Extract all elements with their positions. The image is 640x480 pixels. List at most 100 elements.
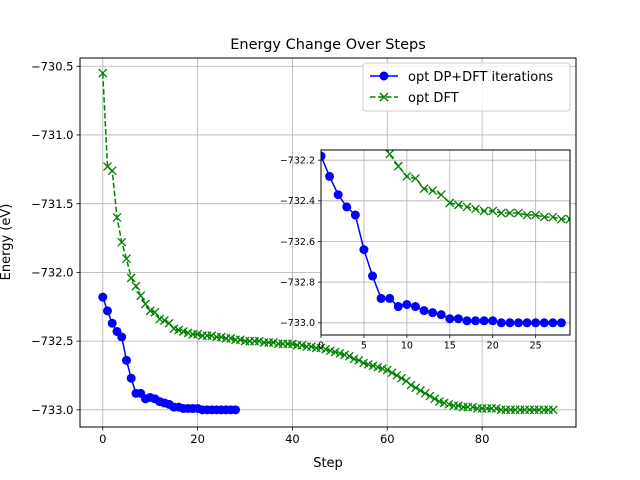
x-tick-label: 60 [380, 432, 395, 446]
data-point [436, 310, 446, 320]
data-point [354, 355, 364, 365]
main-plot-area [98, 68, 558, 415]
data-point [505, 318, 515, 328]
data-point [419, 184, 429, 194]
legend-label-dp-dft: opt DP+DFT iterations [408, 70, 553, 85]
data-point [479, 206, 489, 216]
data-point [479, 316, 489, 326]
data-point [333, 190, 343, 200]
series-clip [98, 68, 558, 415]
x-tick-label: 80 [475, 432, 490, 446]
data-point [445, 314, 455, 324]
data-point [359, 245, 369, 255]
inset-series-group [321, 150, 570, 328]
data-point [126, 373, 136, 383]
data-point [402, 171, 412, 181]
x-tick-label: 40 [285, 432, 300, 446]
data-point [445, 198, 455, 208]
data-point [140, 299, 150, 309]
y-tick-label: −730.5 [31, 59, 74, 73]
y-tick-label: −731.0 [31, 128, 74, 142]
x-axis-label: Step [313, 456, 343, 471]
data-point [531, 210, 541, 220]
data-point [496, 318, 506, 328]
data-point [107, 166, 117, 176]
y-tick-label: −731.5 [31, 197, 74, 211]
chart-title: Energy Change Over Steps [230, 37, 426, 53]
data-point [387, 368, 397, 378]
x-tick-label: 20 [190, 432, 205, 446]
data-point [471, 316, 481, 326]
data-point [462, 202, 472, 212]
legend: opt DP+DFT iterations opt DFT [362, 62, 571, 112]
inset-y-ticks: −733.0 −732.8 −732.6 −732.4 −732.2 [280, 156, 321, 329]
data-point [471, 204, 481, 214]
data-point [344, 351, 354, 361]
data-point [410, 174, 420, 183]
data-point [402, 300, 412, 310]
main-y-ticks: −733.0 −732.5 −732.0 −731.5 −731.0 −730.5 [31, 59, 80, 417]
inset-background [321, 150, 570, 335]
legend-entry-dp-dft: opt DP+DFT iterations [370, 70, 553, 85]
legend-marker-dft [379, 92, 389, 102]
legend-frame [362, 62, 571, 112]
data-point [98, 68, 108, 78]
data-point [112, 212, 122, 222]
data-point [392, 371, 402, 380]
x-tick-label: 5 [361, 341, 367, 352]
data-point [117, 237, 127, 247]
data-point [548, 405, 558, 415]
data-point [548, 318, 558, 328]
data-point [453, 200, 463, 210]
data-point [496, 208, 506, 218]
data-point [393, 302, 403, 312]
data-point [136, 291, 146, 301]
data-point [368, 271, 378, 281]
data-point [420, 388, 430, 398]
data-point [556, 318, 566, 328]
y-tick-label: −732.2 [280, 156, 315, 167]
x-tick-label: 25 [530, 341, 542, 352]
legend-marker-dp-dft [379, 71, 389, 81]
data-point [159, 316, 169, 325]
data-point [425, 391, 435, 401]
data-point [342, 202, 352, 212]
legend-label-dft: opt DFT [408, 91, 459, 106]
data-point [462, 316, 472, 326]
data-point [117, 332, 127, 342]
y-tick-label: −733.0 [31, 403, 74, 417]
data-point [98, 292, 108, 302]
data-point [428, 308, 438, 318]
data-point [416, 386, 425, 396]
y-tick-label: −732.0 [31, 266, 74, 280]
data-point [548, 212, 558, 222]
data-point [505, 208, 515, 218]
data-point [411, 383, 421, 393]
data-point [531, 318, 541, 328]
main-x-ticks: 0 20 40 60 80 [99, 427, 489, 446]
data-point [131, 281, 141, 291]
data-point [556, 214, 566, 224]
main-series-group [98, 68, 558, 415]
data-point [397, 373, 406, 383]
data-point [325, 171, 335, 181]
y-axis-label: Energy (eV) [0, 204, 14, 281]
data-point [231, 405, 241, 415]
data-point [513, 318, 523, 328]
y-tick-label: −733.0 [280, 318, 315, 329]
y-tick-label: −732.6 [280, 237, 315, 248]
data-point [410, 302, 420, 312]
data-point [488, 316, 498, 326]
data-point [150, 307, 160, 317]
data-point [522, 318, 532, 328]
data-point [393, 161, 403, 171]
data-point [103, 306, 113, 316]
inset-axes-frame [320, 149, 571, 336]
data-point [385, 150, 395, 159]
data-point [436, 190, 446, 200]
data-point [385, 293, 395, 303]
series-clip [321, 150, 570, 328]
x-tick-label: 20 [487, 341, 499, 352]
y-tick-label: −732.4 [280, 196, 315, 207]
